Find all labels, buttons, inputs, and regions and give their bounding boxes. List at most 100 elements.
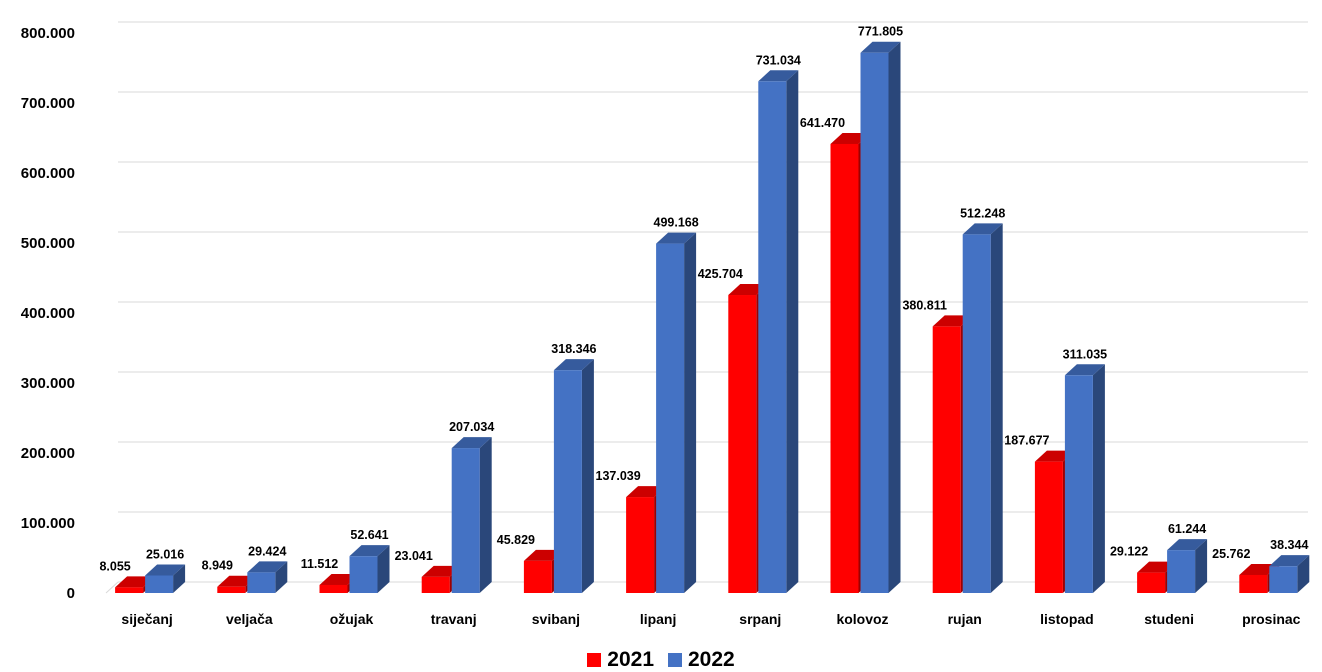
bar-top-2022	[349, 545, 390, 557]
y-tick-label: 200.000	[21, 445, 75, 462]
data-label-2021: 29.122	[1110, 545, 1148, 559]
bar-2022	[656, 243, 685, 593]
x-tick-label: veljača	[226, 611, 273, 627]
bar-2022	[962, 234, 991, 594]
data-label-2021: 45.829	[497, 533, 535, 547]
bar-2022	[860, 52, 889, 593]
bar-2021	[626, 497, 655, 593]
data-label-2021: 8.055	[99, 559, 130, 573]
bar-2022	[145, 575, 174, 593]
data-label-2021: 25.762	[1212, 547, 1250, 561]
bar-2022	[349, 556, 378, 593]
bar-2022	[1064, 375, 1093, 593]
bar-side-2022	[1195, 539, 1208, 593]
bar-top-2022	[553, 359, 594, 371]
data-label-2021: 137.039	[596, 469, 641, 483]
bar-2022	[758, 81, 787, 594]
data-label-2021: 11.512	[301, 557, 339, 571]
bar-2021	[830, 143, 859, 593]
y-tick-label: 700.000	[21, 95, 75, 112]
data-label-2021: 425.704	[698, 267, 743, 281]
bar-top-2022	[656, 232, 697, 244]
x-tick-label: ožujak	[330, 611, 374, 627]
data-label-2022: 771.805	[858, 25, 903, 39]
bar-2021	[932, 326, 961, 593]
data-label-2022: 61.244	[1168, 522, 1206, 536]
x-tick-label: prosinac	[1242, 611, 1301, 627]
data-label-2022: 499.168	[654, 216, 699, 230]
data-label-2021: 380.811	[902, 298, 947, 312]
bar-2022	[1167, 550, 1196, 593]
bar-top-2022	[1064, 364, 1105, 376]
bar-side-2022	[1297, 555, 1310, 593]
x-tick-label: listopad	[1040, 611, 1094, 627]
bar-2021	[1137, 572, 1166, 593]
data-label-2021: 23.041	[395, 549, 433, 563]
bar-2021	[1034, 461, 1063, 593]
x-tick-label: svibanj	[532, 611, 580, 627]
legend-item-2022: 2022	[668, 648, 735, 672]
data-label-2022: 38.344	[1270, 538, 1308, 552]
bar-top-2022	[860, 41, 901, 53]
x-tick-label: lipanj	[640, 611, 677, 627]
x-tick-label: kolovoz	[836, 611, 888, 627]
data-label-2022: 207.034	[449, 420, 494, 434]
bar-top-2022	[1269, 555, 1310, 567]
bar-top-2022	[451, 437, 492, 449]
legend-item-2021: 2021	[587, 648, 654, 672]
bar-2021	[421, 576, 450, 593]
bar-top-2022	[145, 564, 186, 576]
bar-top-2022	[758, 70, 799, 82]
x-tick-label: travanj	[431, 611, 477, 627]
y-tick-label: 800.000	[21, 25, 75, 42]
y-tick-label: 400.000	[21, 305, 75, 322]
x-tick-label: studeni	[1144, 611, 1194, 627]
bar-top-2022	[1167, 539, 1208, 551]
bar-2021	[319, 584, 348, 593]
bar-2022	[1269, 566, 1298, 593]
data-label-2021: 8.949	[202, 559, 233, 573]
bar-side-2022	[684, 232, 697, 593]
bar-top-2022	[247, 561, 288, 573]
bar-top-2022	[962, 223, 1003, 235]
data-label-2022: 512.248	[960, 206, 1005, 220]
y-tick-label: 0	[67, 585, 75, 602]
bar-2021	[1239, 574, 1268, 593]
legend-swatch-2021	[587, 653, 602, 667]
data-label-2021: 187.677	[1004, 434, 1049, 448]
x-tick-label: srpanj	[739, 611, 781, 627]
bar-side-2022	[173, 564, 186, 593]
bar-2022	[553, 370, 582, 593]
data-label-2022: 29.424	[248, 544, 286, 558]
data-label-2021: 641.470	[800, 116, 845, 130]
data-label-2022: 25.016	[146, 547, 184, 561]
bar-2022	[247, 572, 276, 593]
x-tick-label: siječanj	[121, 611, 172, 627]
bar-2021	[115, 587, 144, 593]
bar-side-2022	[581, 359, 594, 593]
y-tick-label: 100.000	[21, 515, 75, 532]
bar-2022	[451, 448, 480, 593]
bar-top-2021	[217, 575, 258, 587]
bar-2021	[217, 586, 246, 593]
y-tick-label: 500.000	[21, 235, 75, 252]
bar-2021	[523, 560, 552, 593]
data-label-2022: 731.034	[756, 53, 801, 67]
legend-swatch-2022	[668, 653, 682, 667]
bar-side-2022	[1092, 364, 1105, 593]
legend-label-2022: 2022	[688, 648, 735, 671]
bar-2021	[728, 295, 757, 593]
data-label-2022: 52.641	[350, 528, 388, 542]
bar-side-2022	[786, 70, 799, 594]
bar-side-2022	[479, 437, 492, 593]
y-tick-label: 300.000	[21, 375, 75, 392]
legend: 2021 2022	[0, 648, 1322, 672]
y-tick-label: 600.000	[21, 165, 75, 182]
legend-label-2021: 2021	[607, 648, 654, 671]
bar-side-2022	[377, 545, 390, 593]
x-tick-label: rujan	[948, 611, 982, 627]
bar-side-2022	[888, 41, 901, 593]
data-label-2022: 318.346	[551, 342, 596, 356]
data-label-2022: 311.035	[1063, 347, 1108, 361]
